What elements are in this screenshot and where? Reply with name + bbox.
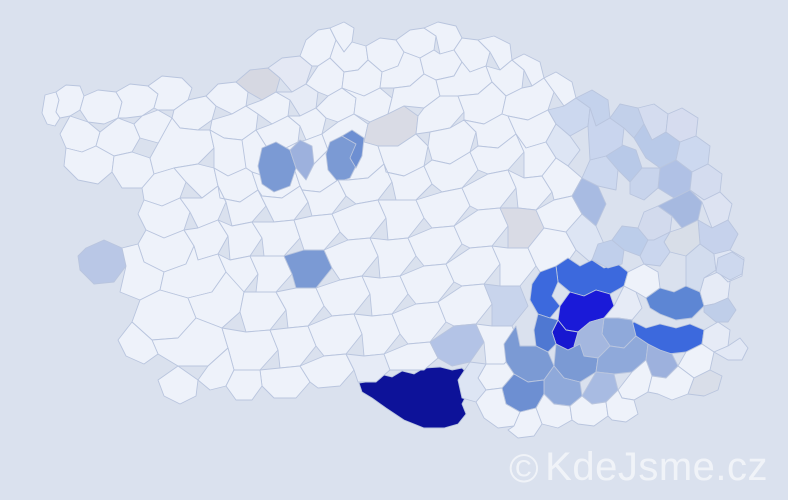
district[interactable] bbox=[293, 213, 341, 251]
district-highlight[interactable] bbox=[529, 265, 561, 319]
district[interactable] bbox=[257, 141, 297, 193]
district[interactable] bbox=[415, 187, 471, 229]
district[interactable] bbox=[249, 255, 293, 293]
district[interactable] bbox=[399, 263, 455, 305]
district[interactable] bbox=[507, 169, 553, 211]
district[interactable] bbox=[507, 407, 543, 439]
district[interactable] bbox=[217, 219, 263, 261]
district[interactable] bbox=[391, 301, 447, 345]
district[interactable] bbox=[117, 321, 159, 365]
district[interactable] bbox=[267, 55, 313, 93]
district[interactable] bbox=[345, 353, 391, 383]
district[interactable] bbox=[283, 249, 333, 289]
district[interactable] bbox=[361, 275, 409, 317]
district[interactable] bbox=[307, 313, 363, 357]
district[interactable] bbox=[287, 107, 327, 141]
district[interactable] bbox=[323, 237, 379, 281]
district[interactable] bbox=[453, 207, 509, 249]
district[interactable] bbox=[491, 245, 537, 287]
district[interactable] bbox=[445, 245, 501, 287]
district[interactable] bbox=[115, 83, 159, 119]
district[interactable] bbox=[715, 251, 745, 281]
district[interactable] bbox=[605, 389, 639, 423]
district[interactable] bbox=[259, 365, 311, 399]
district[interactable] bbox=[235, 67, 281, 101]
district[interactable] bbox=[205, 81, 249, 115]
district[interactable] bbox=[299, 353, 355, 389]
district[interactable] bbox=[157, 365, 199, 405]
district[interactable] bbox=[657, 189, 703, 229]
district[interactable] bbox=[437, 283, 493, 327]
district[interactable] bbox=[289, 139, 315, 181]
district[interactable] bbox=[269, 325, 317, 369]
district[interactable] bbox=[713, 337, 749, 361]
district[interactable] bbox=[689, 189, 733, 229]
district[interactable] bbox=[179, 185, 227, 229]
district[interactable] bbox=[383, 341, 439, 371]
district[interactable] bbox=[703, 297, 737, 323]
district[interactable] bbox=[461, 169, 517, 211]
district[interactable] bbox=[77, 239, 127, 285]
district[interactable] bbox=[315, 275, 371, 317]
district[interactable] bbox=[429, 323, 485, 367]
district[interactable] bbox=[687, 369, 723, 397]
district[interactable] bbox=[225, 369, 263, 401]
district[interactable] bbox=[275, 83, 319, 117]
district[interactable] bbox=[629, 167, 661, 201]
district[interactable] bbox=[331, 199, 387, 241]
district[interactable] bbox=[369, 237, 417, 279]
map-polygons[interactable] bbox=[41, 21, 749, 439]
district[interactable] bbox=[63, 145, 115, 185]
district[interactable] bbox=[341, 129, 365, 169]
district[interactable] bbox=[55, 84, 85, 119]
district[interactable] bbox=[79, 89, 123, 125]
district[interactable] bbox=[407, 225, 463, 267]
district[interactable] bbox=[377, 199, 425, 241]
district[interactable] bbox=[245, 91, 291, 125]
district[interactable] bbox=[353, 313, 401, 357]
district[interactable] bbox=[639, 231, 671, 267]
district[interactable] bbox=[483, 283, 529, 327]
district[interactable] bbox=[251, 219, 301, 257]
district[interactable] bbox=[239, 291, 287, 333]
district[interactable] bbox=[275, 287, 325, 329]
district[interactable] bbox=[587, 107, 625, 161]
